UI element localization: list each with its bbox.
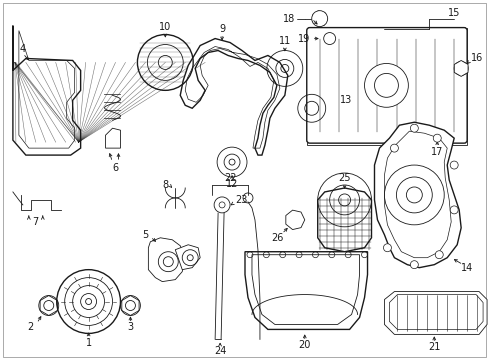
Text: 12: 12 xyxy=(225,179,238,189)
Text: 1: 1 xyxy=(85,338,91,348)
Circle shape xyxy=(449,161,457,169)
Text: 7: 7 xyxy=(33,217,39,227)
Text: 9: 9 xyxy=(219,24,224,33)
Text: 6: 6 xyxy=(112,163,118,173)
Polygon shape xyxy=(285,210,304,230)
Polygon shape xyxy=(453,60,467,76)
Polygon shape xyxy=(317,98,335,118)
Text: 26: 26 xyxy=(271,233,284,243)
Text: 17: 17 xyxy=(430,147,443,157)
Circle shape xyxy=(286,212,302,228)
Polygon shape xyxy=(148,238,185,282)
Text: 24: 24 xyxy=(213,346,226,356)
Text: 2: 2 xyxy=(28,323,34,332)
Text: 22: 22 xyxy=(224,173,236,183)
Polygon shape xyxy=(175,245,200,270)
FancyBboxPatch shape xyxy=(306,28,466,143)
Text: 23: 23 xyxy=(235,195,247,205)
Polygon shape xyxy=(384,292,486,334)
Text: 11: 11 xyxy=(278,36,290,46)
Text: 4: 4 xyxy=(20,44,26,54)
Circle shape xyxy=(364,63,407,107)
Circle shape xyxy=(409,124,417,132)
Text: 13: 13 xyxy=(339,95,351,105)
Circle shape xyxy=(389,144,398,152)
Circle shape xyxy=(383,244,390,252)
Text: 16: 16 xyxy=(470,54,482,63)
Polygon shape xyxy=(180,39,287,155)
Circle shape xyxy=(311,11,327,27)
Circle shape xyxy=(453,62,467,75)
Text: 18: 18 xyxy=(282,14,294,24)
Polygon shape xyxy=(317,188,371,252)
Text: 20: 20 xyxy=(298,340,310,350)
Circle shape xyxy=(432,134,440,142)
Circle shape xyxy=(434,251,442,259)
Polygon shape xyxy=(244,252,367,329)
Circle shape xyxy=(323,32,335,45)
Circle shape xyxy=(449,206,457,214)
Polygon shape xyxy=(13,26,81,155)
Text: 21: 21 xyxy=(427,342,440,352)
Text: 14: 14 xyxy=(460,263,472,273)
Text: 10: 10 xyxy=(159,22,171,32)
Text: 25: 25 xyxy=(338,173,350,183)
Text: 3: 3 xyxy=(127,323,133,332)
Circle shape xyxy=(409,261,417,269)
Text: 15: 15 xyxy=(447,8,459,18)
Polygon shape xyxy=(374,122,460,268)
Text: 19: 19 xyxy=(297,33,309,44)
Text: 5: 5 xyxy=(142,230,148,240)
Text: 8: 8 xyxy=(162,180,168,190)
